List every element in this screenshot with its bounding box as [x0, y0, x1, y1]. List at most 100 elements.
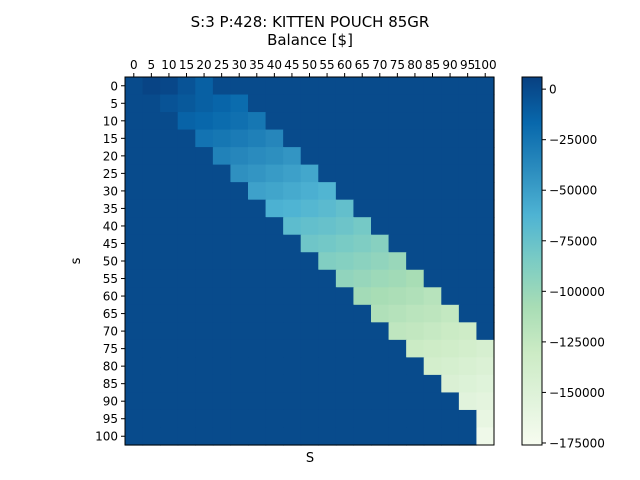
heatmap-cell — [265, 427, 284, 446]
heatmap-cell — [195, 234, 214, 253]
heatmap-cell — [406, 217, 425, 236]
heatmap-cell — [212, 164, 232, 183]
heatmap-cell — [335, 129, 355, 148]
heatmap-cell — [142, 392, 161, 411]
heatmap-cell — [160, 374, 179, 394]
heatmap-cell — [406, 199, 425, 218]
heatmap-cell — [265, 392, 284, 411]
heatmap-cell — [318, 182, 337, 201]
heatmap-cell — [353, 357, 372, 376]
heatmap-cell — [230, 409, 249, 429]
heatmap-cell — [283, 182, 302, 201]
heatmap-cell — [212, 94, 232, 113]
heatmap-cell — [177, 199, 196, 218]
heatmap-cell — [160, 234, 179, 253]
heatmap-cell — [388, 199, 407, 218]
colorbar-tick-label: −100000 — [549, 285, 605, 299]
heatmap-cell — [195, 287, 214, 306]
colorbar-tick-label: −75000 — [549, 234, 597, 248]
heatmap-cell — [265, 129, 284, 148]
heatmap-cell — [265, 409, 284, 429]
heatmap-cell — [388, 164, 407, 183]
heatmap-cell — [177, 129, 196, 148]
heatmap-cell — [300, 287, 319, 306]
heatmap-cell — [353, 77, 372, 96]
heatmap-cell — [283, 147, 302, 166]
colorbar-tick-label: −125000 — [549, 335, 605, 349]
heatmap-cell — [371, 129, 390, 148]
x-tick-label: 65 — [355, 58, 370, 72]
heatmap-cell — [318, 392, 337, 411]
x-tick-label: 70 — [372, 58, 387, 72]
y-tick-label: 45 — [103, 237, 118, 251]
heatmap-cell — [248, 94, 267, 113]
heatmap-cell — [388, 269, 407, 288]
heatmap-cell — [230, 182, 249, 201]
heatmap-cell — [353, 409, 372, 429]
heatmap-cell — [371, 357, 390, 376]
heatmap-cell — [230, 339, 249, 358]
heatmap-cell — [248, 269, 267, 288]
heatmap-cell — [265, 374, 284, 394]
colorbar-tick-label: −175000 — [549, 436, 605, 450]
heatmap-cell — [476, 217, 495, 236]
x-axis-label: S — [306, 451, 314, 466]
heatmap-cell — [248, 322, 267, 341]
heatmap-cell — [423, 357, 442, 376]
heatmap-cell — [476, 374, 495, 394]
heatmap-cell — [160, 269, 179, 288]
heatmap-cell — [476, 234, 495, 253]
heatmap-cell — [125, 182, 144, 201]
heatmap-cell — [195, 199, 214, 218]
heatmap-cell — [283, 269, 302, 288]
heatmap-cell — [212, 182, 232, 201]
heatmap-cell — [177, 374, 196, 394]
colorbar-tick-label: −50000 — [549, 184, 597, 198]
heatmap-cell — [160, 182, 179, 201]
heatmap-cell — [160, 357, 179, 376]
heatmap-cell — [265, 304, 284, 323]
heatmap-cell — [248, 357, 267, 376]
heatmap-cell — [283, 287, 302, 306]
heatmap-cell — [300, 339, 319, 358]
heatmap-cell — [353, 129, 372, 148]
heatmap-cell — [265, 77, 284, 96]
heatmap-cell — [142, 234, 161, 253]
heatmap-cell — [441, 217, 460, 236]
heatmap-cell — [212, 287, 232, 306]
heatmap-cell — [300, 304, 319, 323]
y-axis-label: s — [69, 257, 84, 264]
heatmap-cell — [300, 234, 319, 253]
heatmap-cell — [335, 339, 355, 358]
heatmap-cell — [195, 339, 214, 358]
heatmap-cell — [248, 409, 267, 429]
heatmap-cell — [300, 269, 319, 288]
heatmap-cell — [230, 234, 249, 253]
heatmap-cell — [423, 182, 442, 201]
heatmap-cell — [160, 94, 179, 113]
heatmap-cell — [125, 357, 144, 376]
heatmap-cell — [283, 77, 302, 96]
heatmap-cell — [318, 147, 337, 166]
heatmap-cell — [423, 304, 442, 323]
heatmap-cell — [458, 322, 478, 341]
heatmap-cell — [476, 112, 495, 131]
x-tick-label: 20 — [196, 58, 211, 72]
heatmap-cell — [142, 147, 161, 166]
heatmap-cell — [248, 199, 267, 218]
x-tick-label: 85 — [425, 58, 440, 72]
heatmap-cell — [458, 409, 478, 429]
heatmap-cell — [353, 374, 372, 394]
heatmap-cell — [353, 252, 372, 271]
heatmap-cell — [318, 357, 337, 376]
heatmap-cell — [406, 252, 425, 271]
heatmap-cell — [423, 164, 442, 183]
heatmap-cell — [248, 234, 267, 253]
heatmap-cell — [371, 112, 390, 131]
heatmap-cell — [177, 94, 196, 113]
heatmap-cell — [388, 147, 407, 166]
heatmap-cell — [125, 374, 144, 394]
heatmap-cell — [458, 339, 478, 358]
y-tick-label: 80 — [103, 360, 118, 374]
heatmap-cell — [300, 147, 319, 166]
